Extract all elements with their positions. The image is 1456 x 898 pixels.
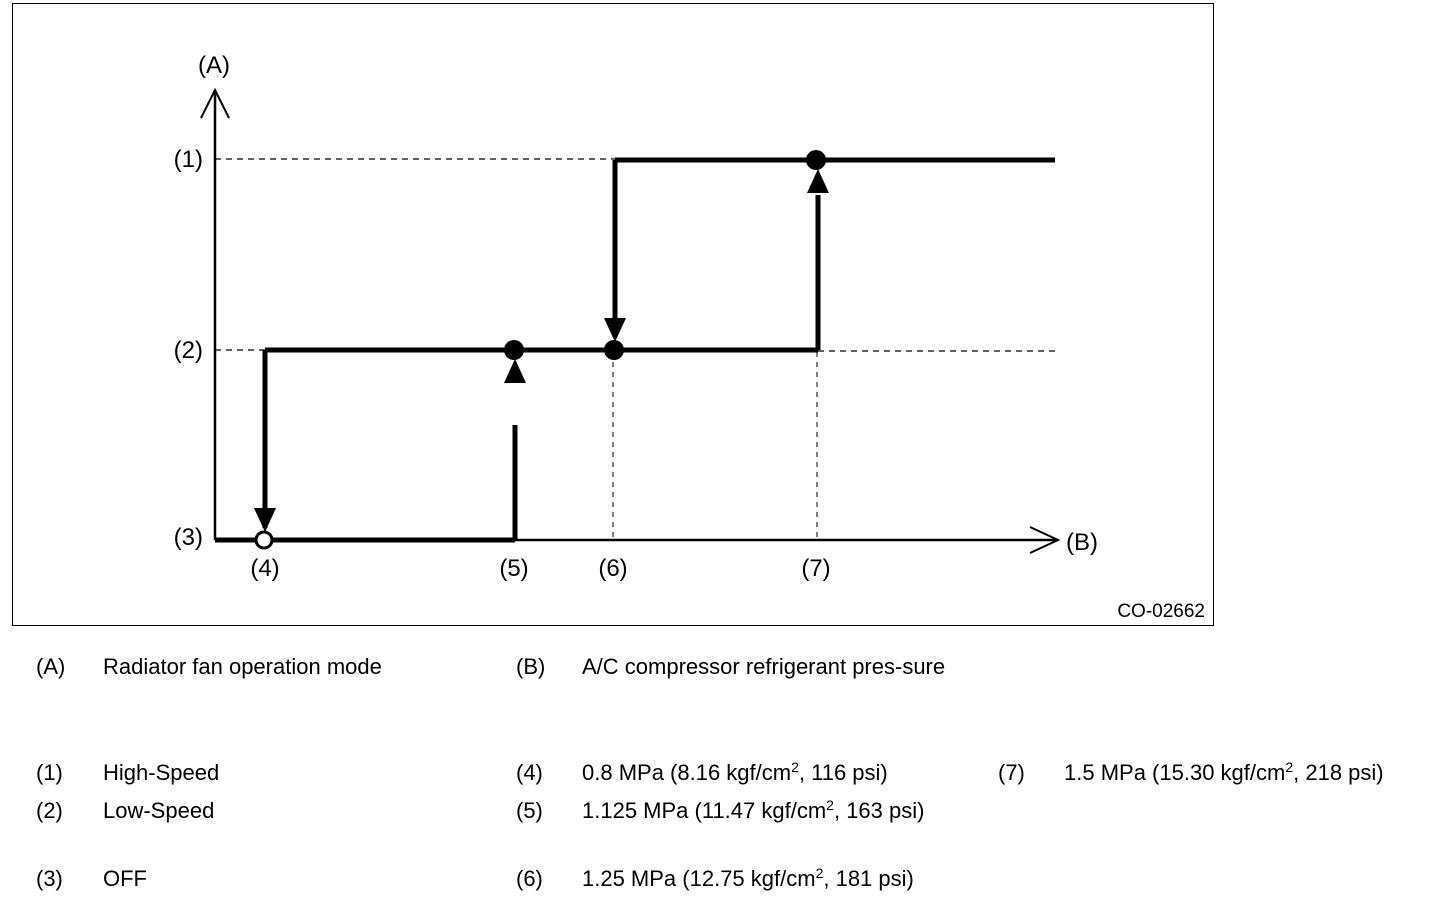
point-label-6: (6) [598,555,627,582]
legend-key-b: (B) [516,654,546,679]
axis-label-b: (B) [1066,529,1098,556]
legend-text-4: 0.8 MPa (8.16 kgf/cm2, 116 psi) [582,759,888,785]
legend-key-4: (4) [516,760,543,785]
arrow-down-point-6 [604,318,626,342]
legend-key-7: (7) [998,760,1025,785]
x-axis-arrowhead [1029,526,1061,554]
legend-text-5: 1.125 MPa (11.47 kgf/cm2, 163 psi) [582,797,925,823]
point-label-7: (7) [801,555,830,582]
legend-text-3: OFF [103,866,147,891]
legend-key-5: (5) [516,798,543,823]
level-label-3: (3) [174,524,203,551]
level-label-2: (2) [174,337,203,364]
point-4-open [254,530,274,550]
legend-key-2: (2) [36,798,63,823]
legend-text-2: Low-Speed [103,798,215,823]
figure-code: CO-02662 [1117,601,1205,622]
y-axis-arrowhead [200,87,230,119]
axis-label-a: (A) [198,52,230,79]
legend-text-6: 1.25 MPa (12.75 kgf/cm2, 181 psi) [582,865,914,891]
point-label-4: (4) [250,555,279,582]
point-7-dot [806,150,826,170]
point-6-dot [604,340,624,360]
legend-key-a: (A) [36,654,66,679]
figure-frame [12,3,1214,626]
point-5-dot [504,340,524,360]
legend-text-1: High-Speed [103,760,220,785]
legend-text-b: A/C compressor refrigerant pres-sure [582,654,946,679]
arrow-up-point-5 [504,359,526,383]
legend-key-6: (6) [516,866,543,891]
legend-text-a: Radiator fan operation mode [103,654,382,679]
point-label-5: (5) [499,555,528,582]
arrow-down-point-4 [254,508,276,532]
fan-mode-diagram: (A) (B) (1) (2) (3) (4) (5) (6) (7) CO-0… [174,52,1205,622]
arrow-up-point-7 [807,169,829,193]
legend-key-1: (1) [36,760,63,785]
legend-key-3: (3) [36,866,63,891]
level-label-1: (1) [174,146,203,173]
legend-text-7: 1.5 MPa (15.30 kgf/cm2, 218 psi) [1064,759,1384,785]
